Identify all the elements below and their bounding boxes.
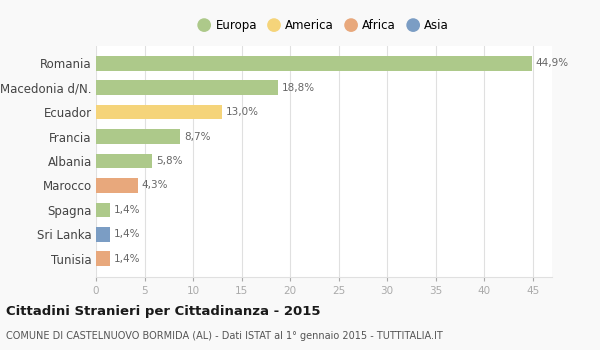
Bar: [96, 129, 181, 144]
Text: 13,0%: 13,0%: [226, 107, 259, 117]
Text: 8,7%: 8,7%: [184, 132, 211, 142]
Text: 18,8%: 18,8%: [282, 83, 316, 93]
Bar: [96, 251, 110, 266]
Text: 1,4%: 1,4%: [113, 229, 140, 239]
Bar: [96, 154, 152, 168]
Text: 1,4%: 1,4%: [113, 254, 140, 264]
Bar: [96, 203, 110, 217]
Text: 1,4%: 1,4%: [113, 205, 140, 215]
Legend: Europa, America, Africa, Asia: Europa, America, Africa, Asia: [194, 14, 454, 37]
Bar: [96, 178, 138, 193]
Text: 5,8%: 5,8%: [156, 156, 182, 166]
Bar: [96, 56, 532, 71]
Bar: [96, 80, 278, 95]
Text: COMUNE DI CASTELNUOVO BORMIDA (AL) - Dati ISTAT al 1° gennaio 2015 - TUTTITALIA.: COMUNE DI CASTELNUOVO BORMIDA (AL) - Dat…: [6, 331, 443, 341]
Text: 4,3%: 4,3%: [142, 180, 168, 190]
Bar: [96, 227, 110, 242]
Text: Cittadini Stranieri per Cittadinanza - 2015: Cittadini Stranieri per Cittadinanza - 2…: [6, 304, 320, 317]
Text: 44,9%: 44,9%: [536, 58, 569, 68]
Bar: [96, 105, 222, 119]
